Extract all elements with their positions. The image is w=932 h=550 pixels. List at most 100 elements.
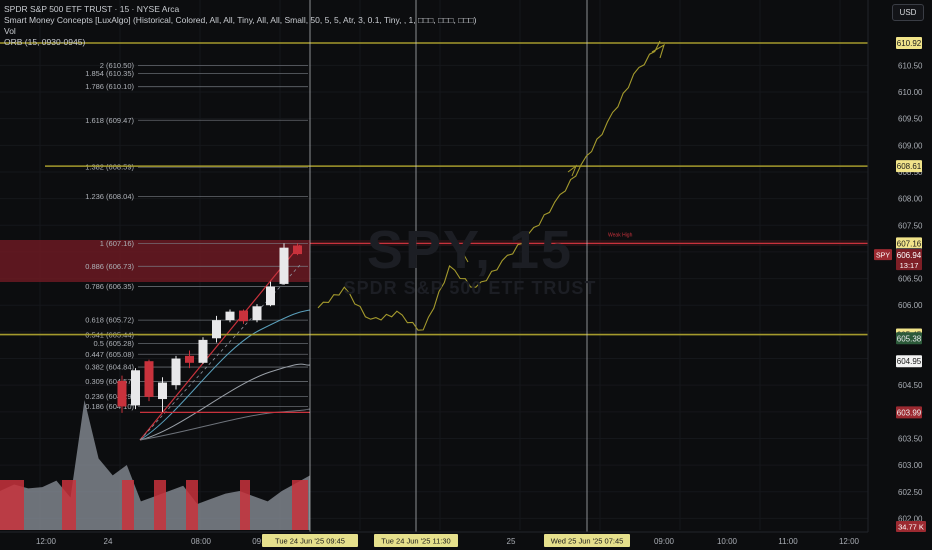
price-label-604.95[interactable]: 604.95 xyxy=(897,357,922,366)
current-price-box xyxy=(896,249,922,271)
trend-line-red xyxy=(139,244,301,441)
candle-body xyxy=(144,361,154,397)
price-label-box xyxy=(896,237,922,250)
price-tick-label: 603.50 xyxy=(898,434,923,443)
candle-body xyxy=(279,247,289,284)
fib-level-label: 0.886 (606.73) xyxy=(85,262,134,271)
candle-body xyxy=(117,380,127,407)
price-label-603.99[interactable]: 603.99 xyxy=(897,408,922,417)
time-tick-label: 12:00 xyxy=(839,537,860,546)
fib-level-label: 2 (610.50) xyxy=(100,61,135,70)
price-tick-label: 610.00 xyxy=(898,88,923,97)
current-symbol-tag xyxy=(874,249,892,261)
volume-profile xyxy=(0,400,310,530)
fib-level-label: 0.5 (605.28) xyxy=(94,339,135,348)
fib-level-label: 0.447 (605.08) xyxy=(85,350,134,359)
weak-high-label: Weak High xyxy=(608,232,633,238)
fib-level-label: 0.309 (604.57) xyxy=(85,377,134,386)
price-label-608.61[interactable]: 608.61 xyxy=(897,162,922,171)
ribbon-upper-line xyxy=(139,309,311,441)
price-tick-label: 609.00 xyxy=(898,141,923,150)
volume-bar-7 xyxy=(292,480,308,530)
fib-level-label: 0.618 (605.72) xyxy=(85,316,134,325)
projected-path-line[interactable] xyxy=(317,40,661,331)
candle-body xyxy=(252,306,262,321)
grid-layer xyxy=(0,0,868,530)
time-axis[interactable]: 12:00 24 08:00 09:0 25 09:00 10:00 11:00 12:00 Tu… xyxy=(0,531,932,550)
price-label-box xyxy=(896,160,922,173)
currency-button[interactable]: USD xyxy=(892,4,924,21)
indicator-orb-label[interactable]: ORB (15, 0930-0945) xyxy=(4,37,86,47)
volume-bar-3 xyxy=(122,480,134,530)
time-tick-label: 08:00 xyxy=(191,537,212,546)
price-scale-background xyxy=(868,0,932,550)
fib-level-label: 0.786 (606.35) xyxy=(85,282,134,291)
crosshair-time-box xyxy=(262,534,358,547)
candle-body xyxy=(266,286,275,306)
fib-level-label: 1.618 (609.47) xyxy=(85,116,134,125)
volume-bar-6 xyxy=(240,480,250,530)
volume-bar-5 xyxy=(186,480,198,530)
volume-bar-4 xyxy=(154,480,166,530)
bar-countdown-label: 13:17 xyxy=(900,261,919,270)
price-tick-label: 606.50 xyxy=(898,275,923,284)
volume-bar-1 xyxy=(0,480,24,530)
candle-body xyxy=(171,358,181,386)
volume-bar-2 xyxy=(62,480,76,530)
price-tick-label: 608.00 xyxy=(898,195,923,204)
crosshair-time-box xyxy=(544,534,630,547)
candle-body xyxy=(185,355,194,363)
fibonacci-retracement[interactable]: 2 (610.50)1.854 (610.35) 1.786 (610.10) 1.… xyxy=(85,61,308,411)
fib-level-label: 0.186 (604.10) xyxy=(85,402,134,411)
horizontal-levels[interactable]: Weak High xyxy=(0,42,868,413)
time-tick-label: 10:00 xyxy=(717,537,738,546)
indicator-smc-label[interactable]: Smart Money Concepts [LuxAlgo] (Historic… xyxy=(4,15,477,25)
candle-body xyxy=(198,339,208,363)
price-tick-label: 608.50 xyxy=(898,168,923,177)
crosshair-time-label-1[interactable]: Tue 24 Jun '25 09:45 xyxy=(275,537,345,546)
supply-zone-box xyxy=(0,240,310,282)
projected-path[interactable] xyxy=(317,40,665,331)
price-tick-label: 610.50 xyxy=(898,61,923,70)
ribbon-mid-line xyxy=(139,363,311,441)
candle-body xyxy=(293,245,302,255)
price-tick-label: 603.00 xyxy=(898,461,923,470)
vertical-time-lines[interactable] xyxy=(309,0,588,532)
price-tick-label: 607.50 xyxy=(898,221,923,230)
fib-level-label: 1 (607.16) xyxy=(100,239,135,248)
price-tick-label: 609.50 xyxy=(898,115,923,124)
price-scale[interactable]: 610.50 610.00 609.50 609.00 608.50 608.00 607.… xyxy=(867,0,932,550)
price-label-610.92[interactable]: 610.92 xyxy=(897,39,922,48)
price-label-box xyxy=(896,332,922,345)
price-label-box xyxy=(896,406,922,419)
time-tick-label: 09:0 xyxy=(252,537,268,546)
time-tick-label: 25 xyxy=(507,537,516,546)
candle-body xyxy=(158,382,167,400)
price-label-607.16[interactable]: 607.16 xyxy=(897,239,922,248)
price-tick-label: 606.00 xyxy=(898,301,923,310)
crosshair-time-label-3[interactable]: Wed 25 Jun '25 07:45 xyxy=(551,537,624,546)
symbol-title[interactable]: SPDR S&P 500 ETF TRUST · 15 · NYSE Arca xyxy=(4,4,180,14)
crosshair-time-label-2[interactable]: Tue 24 Jun '25 11:30 xyxy=(381,537,450,546)
path-arrow-mark xyxy=(459,253,469,263)
crosshair-time-box xyxy=(374,534,458,547)
fib-level-label: 1.786 (610.10) xyxy=(85,82,134,91)
path-arrowhead xyxy=(651,43,665,59)
fib-level-label: 1.236 (608.04) xyxy=(85,192,134,201)
candle-body xyxy=(212,320,221,339)
indicator-vol-label[interactable]: Vol xyxy=(4,26,16,36)
fib-level-label: 0.382 (604.84) xyxy=(85,363,134,372)
candle-body xyxy=(131,370,140,406)
volume-label-box xyxy=(896,521,926,532)
price-label-box xyxy=(896,355,922,368)
time-tick-label: 09:00 xyxy=(654,537,675,546)
price-label-605.38[interactable]: 605.38 xyxy=(897,334,922,343)
chart-legend: SPDR S&P 500 ETF TRUST · 15 · NYSE Arca … xyxy=(4,4,477,48)
fib-level-label: 0.236 (604.29) xyxy=(85,392,134,401)
current-price-label[interactable]: 606.94 xyxy=(897,251,922,260)
path-arrow-mark xyxy=(567,164,578,177)
volume-area xyxy=(0,400,310,530)
candle-body xyxy=(225,311,235,321)
